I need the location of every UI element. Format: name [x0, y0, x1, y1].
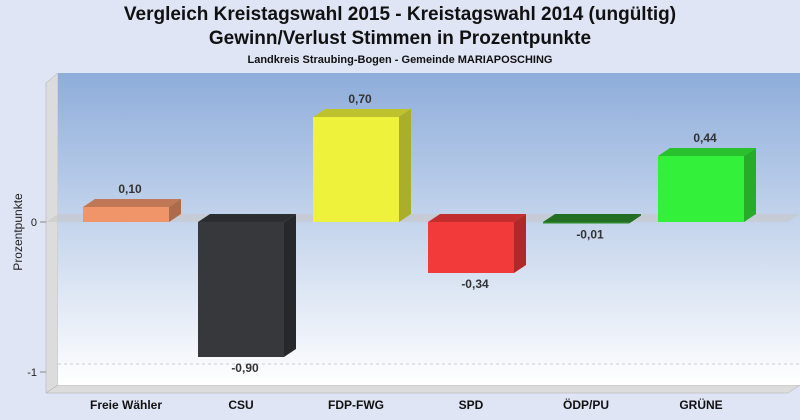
bar-top	[83, 199, 181, 207]
data-label: 0,70	[348, 92, 372, 106]
bar-top	[313, 109, 411, 117]
bar-side	[284, 214, 296, 357]
data-label: -0,90	[231, 361, 259, 375]
bar-side	[629, 214, 641, 224]
data-label: 0,44	[693, 131, 717, 145]
bar-top	[658, 148, 756, 156]
bar-side	[744, 148, 756, 222]
floor	[45, 384, 800, 394]
data-label: -0,01	[576, 228, 604, 242]
data-label: -0,34	[461, 277, 489, 291]
x-tick-label: GRÜNE	[679, 397, 722, 412]
x-tick-label: FDP-FWG	[328, 398, 384, 412]
x-tick-label: SPD	[459, 398, 484, 412]
x-tick-label: ÖDP/PU	[563, 397, 609, 412]
y-axis-label: Prozentpunkte	[11, 193, 25, 271]
x-tick-label: CSU	[228, 398, 253, 412]
chart-subtitle-region: Landkreis Straubing-Bogen - Gemeinde MAR…	[247, 54, 553, 66]
chart-subtitle: Gewinn/Verlust Stimmen in Prozentpunkte	[208, 28, 592, 49]
bar-top	[428, 214, 526, 222]
bar-top	[543, 214, 641, 222]
bar-csu	[198, 222, 284, 357]
bar-fdp-fwg	[313, 117, 399, 222]
x-tick-label: Freie Wähler	[90, 398, 162, 412]
y-tick-label: 0	[31, 217, 37, 229]
bar-side	[399, 109, 411, 222]
bar-top	[198, 214, 296, 222]
bar-spd	[428, 222, 514, 273]
bar-side	[169, 199, 181, 222]
y-tick-label: -1	[27, 367, 37, 379]
bar-grüne	[658, 156, 744, 222]
left-wall	[45, 72, 59, 394]
chart-title: Vergleich Kreistagswahl 2015 - Kreistags…	[123, 4, 677, 25]
bar-side	[514, 214, 526, 273]
bar-ödp-pu	[543, 222, 629, 224]
bar-freie-wähler	[83, 207, 169, 222]
data-label: 0,10	[118, 182, 142, 196]
